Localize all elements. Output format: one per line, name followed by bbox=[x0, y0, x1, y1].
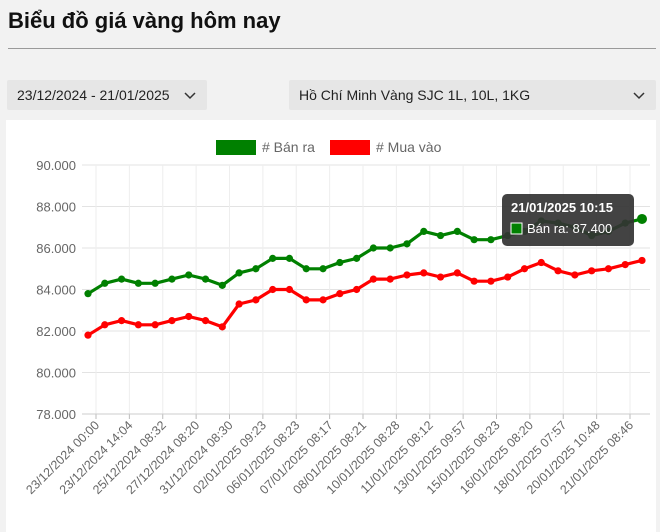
date-range-picker[interactable]: 23/12/2024 - 21/01/2025 bbox=[7, 80, 207, 110]
data-point[interactable] bbox=[386, 244, 394, 252]
data-point[interactable] bbox=[185, 271, 193, 279]
data-point[interactable] bbox=[353, 285, 361, 294]
data-point[interactable] bbox=[436, 231, 445, 240]
data-point[interactable] bbox=[235, 300, 243, 308]
data-point[interactable] bbox=[470, 277, 478, 285]
tooltip-title: 21/01/2025 10:15 bbox=[511, 200, 613, 215]
data-point[interactable] bbox=[134, 321, 142, 329]
title-divider bbox=[8, 48, 656, 49]
data-point[interactable] bbox=[604, 265, 613, 273]
data-point[interactable] bbox=[637, 213, 647, 224]
chevron-down-icon bbox=[184, 92, 196, 100]
data-point[interactable] bbox=[185, 312, 193, 321]
data-point[interactable] bbox=[403, 240, 411, 248]
data-point[interactable] bbox=[487, 236, 495, 244]
y-tick-label: 86.000 bbox=[36, 241, 76, 256]
location-select-value: Hồ Chí Minh Vàng SJC 1L, 10L, 1KG bbox=[299, 87, 531, 103]
data-point[interactable] bbox=[537, 258, 545, 267]
data-point[interactable] bbox=[621, 261, 629, 269]
data-point[interactable] bbox=[235, 269, 243, 277]
price-chart[interactable]: 78.000 80.000 82.000 84.000 86.000 88.000 90.0… bbox=[6, 120, 656, 532]
data-point[interactable] bbox=[403, 271, 411, 279]
data-point[interactable] bbox=[252, 265, 260, 273]
legend-swatch[interactable] bbox=[330, 140, 370, 155]
legend-label[interactable]: # Mua vào bbox=[376, 139, 442, 155]
chart-card: 78.000 80.000 82.000 84.000 86.000 88.000 90.0… bbox=[6, 120, 656, 532]
data-point[interactable] bbox=[201, 317, 210, 325]
data-point[interactable] bbox=[487, 277, 495, 285]
data-point[interactable] bbox=[420, 269, 428, 277]
y-tick-label: 84.000 bbox=[36, 283, 76, 298]
data-point[interactable] bbox=[453, 269, 461, 277]
data-point[interactable] bbox=[420, 227, 428, 235]
data-point[interactable] bbox=[554, 267, 562, 275]
y-tick-label: 88.000 bbox=[36, 200, 76, 215]
data-point[interactable] bbox=[319, 265, 327, 273]
data-point[interactable] bbox=[117, 275, 126, 283]
data-point[interactable] bbox=[269, 285, 277, 294]
chevron-down-icon bbox=[633, 92, 645, 100]
y-tick-label: 80.000 bbox=[36, 366, 76, 381]
data-point[interactable] bbox=[101, 279, 109, 287]
tooltip-label: Bán ra: 87.400 bbox=[527, 221, 612, 236]
data-point[interactable] bbox=[386, 275, 394, 283]
legend-swatch[interactable] bbox=[216, 140, 256, 155]
tooltip-swatch bbox=[510, 222, 523, 235]
data-point[interactable] bbox=[285, 254, 294, 262]
data-point[interactable] bbox=[369, 275, 377, 283]
data-point[interactable] bbox=[302, 265, 310, 273]
data-point[interactable] bbox=[218, 281, 226, 289]
data-point[interactable] bbox=[369, 244, 377, 252]
data-point[interactable] bbox=[269, 254, 277, 262]
data-point[interactable] bbox=[336, 258, 344, 267]
data-point[interactable] bbox=[101, 321, 109, 329]
data-point[interactable] bbox=[201, 275, 210, 283]
data-point[interactable] bbox=[520, 265, 529, 273]
data-point[interactable] bbox=[285, 285, 294, 294]
data-point[interactable] bbox=[84, 331, 92, 339]
data-point[interactable] bbox=[638, 256, 646, 265]
data-point[interactable] bbox=[134, 279, 142, 287]
y-tick-label: 78.000 bbox=[36, 407, 76, 422]
data-point[interactable] bbox=[302, 296, 310, 304]
data-point[interactable] bbox=[436, 273, 445, 281]
data-point[interactable] bbox=[353, 254, 361, 262]
data-point[interactable] bbox=[319, 296, 327, 304]
data-point[interactable] bbox=[453, 227, 461, 235]
data-point[interactable] bbox=[218, 323, 226, 331]
tooltip-box bbox=[502, 194, 634, 246]
data-point[interactable] bbox=[588, 267, 596, 275]
series-line-buy bbox=[87, 258, 643, 337]
data-point[interactable] bbox=[151, 321, 159, 329]
data-point[interactable] bbox=[336, 290, 344, 298]
data-point[interactable] bbox=[151, 279, 159, 287]
data-point[interactable] bbox=[504, 273, 512, 281]
location-select[interactable]: Hồ Chí Minh Vàng SJC 1L, 10L, 1KG bbox=[289, 80, 656, 110]
y-tick-label: 90.000 bbox=[36, 158, 76, 173]
data-point[interactable] bbox=[117, 317, 126, 325]
legend-label[interactable]: # Bán ra bbox=[262, 139, 315, 155]
data-point[interactable] bbox=[571, 271, 579, 279]
page-title: Biểu đồ giá vàng hôm nay bbox=[8, 8, 281, 33]
data-point[interactable] bbox=[168, 275, 176, 283]
data-point[interactable] bbox=[84, 290, 92, 298]
date-range-value: 23/12/2024 - 21/01/2025 bbox=[17, 87, 170, 103]
y-tick-label: 82.000 bbox=[36, 324, 76, 339]
data-point[interactable] bbox=[252, 296, 260, 304]
data-point[interactable] bbox=[470, 236, 478, 244]
data-point[interactable] bbox=[168, 317, 176, 325]
